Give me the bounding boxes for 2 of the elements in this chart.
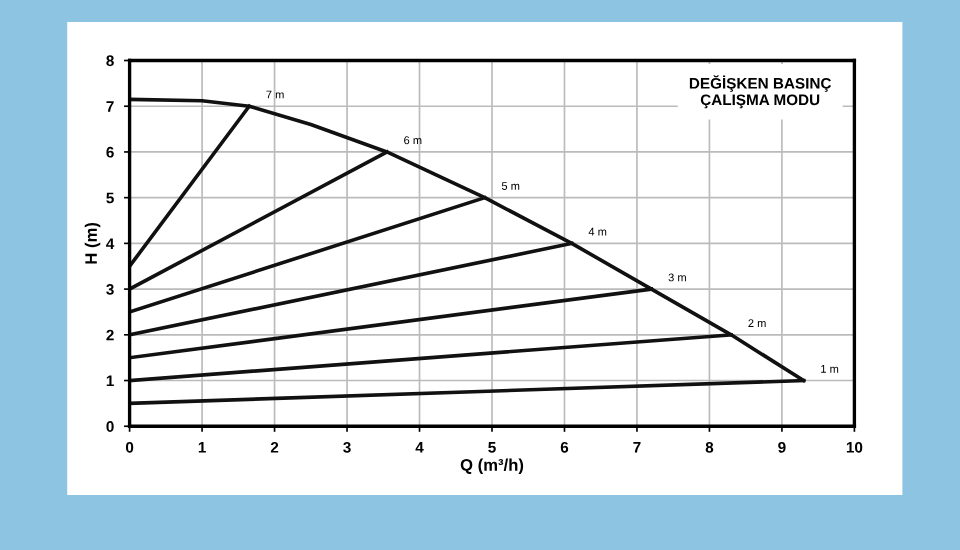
y-axis-title: H (m) [84,222,101,264]
x-axis-title: Q (m³/h) [460,458,524,475]
